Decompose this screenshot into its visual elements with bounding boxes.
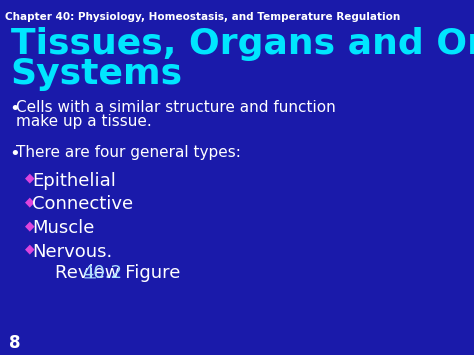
Text: Cells with a similar structure and function: Cells with a similar structure and funct… — [17, 100, 336, 115]
Text: Nervous.: Nervous. — [32, 242, 112, 261]
Text: Connective: Connective — [32, 195, 133, 213]
Text: 8: 8 — [9, 334, 20, 352]
Text: •: • — [9, 145, 19, 163]
Text: 40.2: 40.2 — [82, 264, 122, 282]
Text: Tissues, Organs and Organ: Tissues, Organs and Organ — [10, 27, 474, 61]
Text: Muscle: Muscle — [32, 219, 94, 237]
Text: ◆: ◆ — [25, 219, 34, 232]
Text: ◆: ◆ — [25, 172, 34, 185]
Text: Epithelial: Epithelial — [32, 172, 116, 190]
Text: •: • — [9, 100, 19, 118]
Text: There are four general types:: There are four general types: — [17, 145, 241, 160]
Text: Systems: Systems — [10, 57, 182, 91]
Text: Review Figure: Review Figure — [32, 264, 186, 282]
Text: Chapter 40: Physiology, Homeostasis, and Temperature Regulation: Chapter 40: Physiology, Homeostasis, and… — [5, 12, 400, 22]
Text: ◆: ◆ — [25, 242, 34, 256]
Text: ◆: ◆ — [25, 195, 34, 208]
Text: make up a tissue.: make up a tissue. — [17, 114, 152, 129]
